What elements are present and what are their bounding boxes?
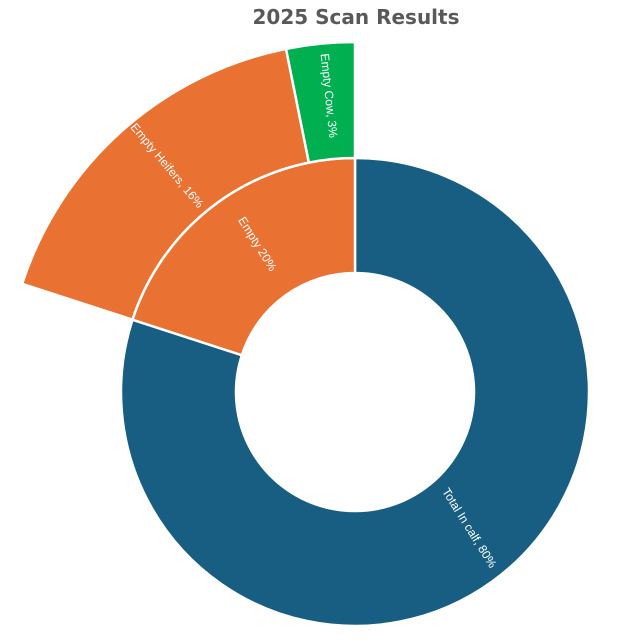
slice-empty-cow <box>284 40 357 165</box>
chart-title: 2025 Scan Results <box>252 5 460 29</box>
slice-total-in-calf <box>119 156 591 628</box>
